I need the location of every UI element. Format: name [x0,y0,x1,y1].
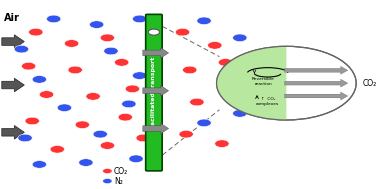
Circle shape [75,121,89,129]
Circle shape [79,159,93,166]
Circle shape [136,134,150,142]
Circle shape [50,146,64,153]
Polygon shape [2,125,24,139]
Circle shape [86,93,100,100]
Circle shape [64,40,79,47]
Circle shape [197,17,211,25]
Polygon shape [285,66,348,74]
Polygon shape [143,123,168,134]
Circle shape [175,28,190,36]
Circle shape [222,89,236,96]
Circle shape [25,117,39,125]
Text: Reversible
reaction: Reversible reaction [252,77,274,86]
Text: CO₂: CO₂ [114,167,128,176]
Polygon shape [2,78,24,92]
Circle shape [197,119,211,127]
Circle shape [125,85,139,93]
Circle shape [233,34,247,42]
Text: Facilitated transport: Facilitated transport [152,57,156,129]
Circle shape [14,45,29,53]
Circle shape [132,15,147,23]
Circle shape [100,142,115,149]
Circle shape [179,130,193,138]
Circle shape [104,47,118,55]
Circle shape [100,34,115,42]
Circle shape [68,66,82,74]
Polygon shape [285,79,348,87]
Circle shape [18,134,32,142]
Circle shape [57,104,71,112]
Circle shape [233,110,247,117]
Polygon shape [245,84,263,94]
Circle shape [32,76,47,83]
Circle shape [103,179,112,184]
Text: CO₂: CO₂ [362,79,376,88]
Circle shape [122,100,136,108]
Circle shape [132,72,147,79]
Circle shape [190,98,204,106]
Circle shape [93,130,108,138]
Circle shape [218,59,233,66]
Circle shape [217,46,356,120]
FancyBboxPatch shape [146,14,162,171]
Text: ↑  CO₂
complexes: ↑ CO₂ complexes [256,97,279,106]
Circle shape [89,21,104,28]
Circle shape [148,29,160,35]
Circle shape [47,15,61,23]
Circle shape [115,59,129,66]
Circle shape [29,28,43,36]
Circle shape [129,155,143,163]
Circle shape [103,169,112,174]
Circle shape [32,161,47,168]
Circle shape [183,66,197,74]
Polygon shape [143,48,168,58]
Polygon shape [2,35,24,48]
Polygon shape [143,86,168,96]
Text: N₂: N₂ [114,177,123,186]
Circle shape [21,62,36,70]
Circle shape [208,42,222,49]
Circle shape [215,140,229,147]
Text: Air: Air [3,13,20,23]
Polygon shape [217,46,287,120]
Circle shape [118,113,132,121]
Circle shape [39,91,54,98]
Polygon shape [285,92,348,100]
